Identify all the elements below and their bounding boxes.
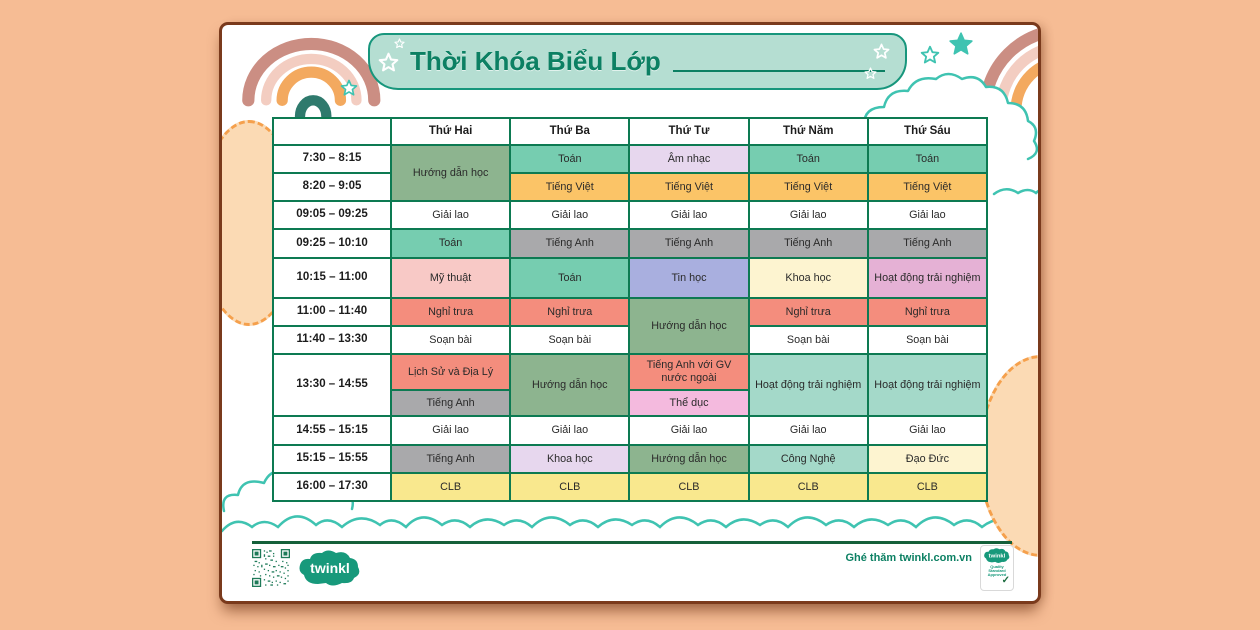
subject-cell: Khoa học (511, 446, 629, 472)
subject-cell: Tiếng Anh (392, 390, 510, 415)
subject-cell: Nghỉ trưa (392, 299, 510, 325)
subject-cell: Hoạt động trải nghiệm (868, 259, 986, 297)
subject-cell: Tiếng Anh (511, 230, 629, 257)
subject-cell: CLB (749, 474, 867, 500)
title-banner: Thời Khóa Biểu Lớp (368, 33, 907, 90)
subject-cell: CLB (392, 474, 510, 500)
subject-cell: Toán (511, 259, 629, 297)
squiggle-icon (992, 188, 1038, 196)
time-cell: 7:30 – 8:15 (274, 146, 390, 172)
subject-cell: Soạn bài (392, 327, 510, 353)
subject-cell: Giải lao (511, 202, 629, 228)
subject-cell: Tiếng Anh (749, 230, 867, 257)
subject-cell: Giải lao (749, 417, 867, 444)
class-name-blank-line (672, 69, 885, 72)
subject-cell: Giải lao (868, 202, 986, 228)
star-icon (949, 32, 973, 55)
time-cell: 09:25 – 10:10 (274, 230, 390, 257)
day-header-cell: Thứ Hai (392, 119, 510, 144)
subject-cell: Hoạt động trải nghiệm (868, 355, 986, 415)
time-cell: 10:15 – 11:00 (274, 259, 390, 297)
badge-text: Quality Standard Approved (987, 564, 1007, 577)
subject-cell: Giải lao (392, 417, 510, 444)
subject-cell: Tiếng Việt (511, 174, 629, 200)
subject-cell: Âm nhạc (630, 146, 748, 172)
subject-cell: Hoạt động trải nghiệm (749, 355, 867, 415)
subject-cell: Toán (749, 146, 867, 172)
day-header-cell: Thứ Sáu (868, 119, 986, 144)
star-icon (340, 79, 358, 96)
subject-cell: Tiếng Việt (630, 174, 748, 200)
star-icon (394, 38, 405, 49)
time-cell: 15:15 – 15:55 (274, 446, 390, 472)
visit-link[interactable]: Ghé thăm twinkl.com.vn (845, 552, 972, 564)
subject-cell: Toán (392, 230, 510, 257)
footer-divider (252, 541, 1012, 544)
subject-cell: Giải lao (630, 417, 748, 444)
day-header-cell: Thứ Tư (630, 119, 748, 144)
split-subject-cell: Tiếng Anh với GV nước ngoài Thể dục (630, 355, 748, 415)
twinkl-logo: twinkl (299, 550, 360, 586)
time-cell: 09:05 – 09:25 (274, 202, 390, 228)
subject-cell: Soạn bài (749, 327, 867, 353)
subject-cell: Khoa học (749, 259, 867, 297)
subject-cell: Toán (868, 146, 986, 172)
subject-cell: Toán (511, 146, 629, 172)
day-header-cell (274, 119, 390, 144)
subject-cell: Nghỉ trưa (868, 299, 986, 325)
day-header-cell: Thứ Năm (749, 119, 867, 144)
subject-cell: Giải lao (749, 202, 867, 228)
worksheet-page: Thời Khóa Biểu Lớp Thứ Hai Thứ Ba Thứ Tư Th… (222, 25, 1038, 601)
time-cell: 11:40 – 13:30 (274, 327, 390, 353)
svg-text:twinkl: twinkl (989, 554, 1006, 560)
time-cell: 11:00 – 11:40 (274, 299, 390, 325)
timetable: Thứ Hai Thứ Ba Thứ Tư Thứ Năm Thứ Sáu 7:30 – … (272, 117, 988, 502)
subject-cell: Tiếng Anh (392, 446, 510, 472)
rainbow-icon (242, 37, 381, 121)
subject-cell: Lịch Sử và Địa Lý (392, 355, 510, 389)
subject-cell: Tiếng Anh (630, 230, 748, 257)
subject-cell: CLB (511, 474, 629, 500)
subject-cell: Tin học (630, 259, 748, 297)
subject-cell: Hướng dẫn học (511, 355, 629, 415)
time-cell: 16:00 – 17:30 (274, 474, 390, 500)
subject-cell: Giải lao (630, 202, 748, 228)
subject-cell: Giải lao (868, 417, 986, 444)
time-cell: 14:55 – 15:15 (274, 417, 390, 444)
subject-cell: Hướng dẫn học (392, 146, 510, 200)
subject-cell: Tiếng Việt (749, 174, 867, 200)
subject-cell: Tiếng Anh với GV nước ngoài (630, 355, 748, 389)
subject-cell: Mỹ thuật (392, 259, 510, 297)
day-header-cell: Thứ Ba (511, 119, 629, 144)
subject-cell: Công Nghệ (749, 446, 867, 472)
qr-code (252, 549, 290, 587)
subject-cell: Nghỉ trưa (749, 299, 867, 325)
star-icon (864, 67, 877, 80)
time-cell: 8:20 – 9:05 (274, 174, 390, 200)
star-icon (873, 43, 890, 59)
subject-cell: Tiếng Anh (868, 230, 986, 257)
subject-cell: Soạn bài (868, 327, 986, 353)
quality-badge: twinkl Quality Standard Approved ✓ (980, 545, 1014, 591)
split-subject-cell: Lịch Sử và Địa Lý Tiếng Anh (392, 355, 510, 415)
check-icon: ✓ (1001, 575, 1010, 586)
star-icon (920, 45, 940, 64)
page-title: Thời Khóa Biểu Lớp (410, 46, 661, 76)
subject-cell: Hướng dẫn học (630, 299, 748, 353)
star-icon (378, 52, 399, 72)
time-cell: 13:30 – 14:55 (274, 355, 390, 415)
subject-cell: Giải lao (392, 202, 510, 228)
subject-cell: Soạn bài (511, 327, 629, 353)
subject-cell: CLB (630, 474, 748, 500)
subject-cell: Tiếng Việt (868, 174, 986, 200)
twinkl-badge-logo: twinkl (984, 548, 1010, 563)
subject-cell: Hướng dẫn học (630, 446, 748, 472)
subject-cell: Thể dục (630, 390, 748, 415)
subject-cell: Giải lao (511, 417, 629, 444)
subject-cell: CLB (868, 474, 986, 500)
subject-cell: Đạo Đức (868, 446, 986, 472)
svg-text:twinkl: twinkl (310, 560, 350, 576)
subject-cell: Nghỉ trưa (511, 299, 629, 325)
